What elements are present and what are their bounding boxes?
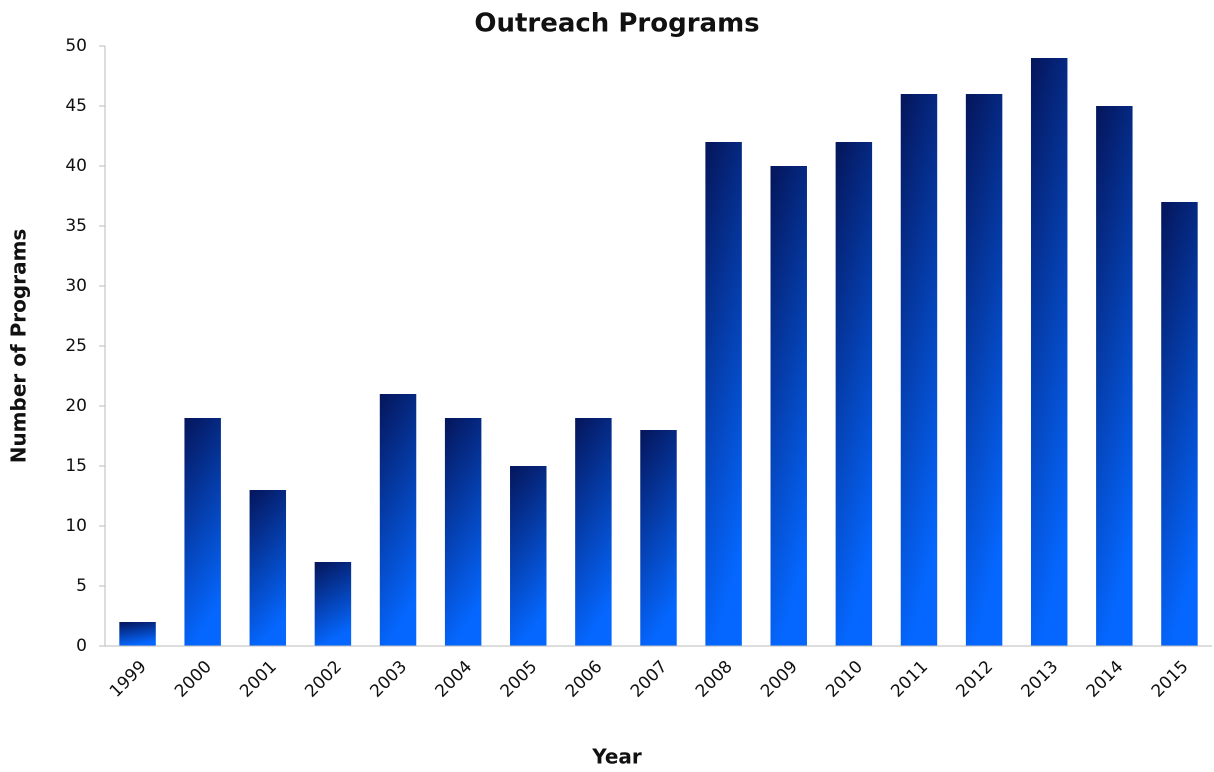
chart-title: Outreach Programs — [474, 9, 759, 39]
x-tick-label: 2011 — [887, 657, 932, 702]
x-tick-label: 2015 — [1148, 657, 1193, 702]
bar — [770, 166, 807, 646]
bar — [965, 94, 1003, 646]
bar — [119, 622, 156, 646]
bar — [379, 394, 417, 646]
x-tick-label: 2006 — [562, 657, 607, 702]
bar — [1161, 202, 1198, 646]
x-tick-label: 2001 — [236, 657, 281, 702]
bar — [510, 466, 547, 646]
bar — [835, 142, 873, 646]
y-tick-label: 15 — [65, 456, 87, 476]
x-tick-label: 1999 — [106, 657, 151, 702]
y-tick-label: 0 — [76, 636, 87, 656]
y-tick-label: 35 — [65, 216, 87, 236]
y-tick-label: 5 — [76, 576, 87, 596]
x-tick-label: 2009 — [757, 657, 802, 702]
bar — [640, 430, 677, 646]
x-tick-label: 2013 — [1018, 657, 1063, 702]
y-tick-label: 30 — [65, 276, 87, 296]
y-tick-label: 25 — [65, 336, 87, 356]
y-tick-label: 10 — [65, 516, 87, 536]
y-tick-label: 50 — [65, 36, 87, 56]
x-tick-label: 2014 — [1083, 657, 1128, 702]
bar — [900, 94, 938, 646]
bar — [444, 418, 482, 646]
x-axis-title: Year — [591, 745, 642, 769]
x-tick-label: 2005 — [497, 657, 542, 702]
bar — [705, 142, 742, 646]
x-tick-label: 2007 — [627, 657, 672, 702]
bar — [184, 418, 221, 646]
x-tick-label: 2000 — [171, 657, 216, 702]
x-tick-label: 2012 — [952, 657, 997, 702]
bar — [314, 562, 352, 646]
x-tick-label: 2004 — [431, 657, 476, 702]
y-tick-label: 20 — [65, 396, 87, 416]
bar — [249, 490, 287, 646]
x-tick-label: 2003 — [366, 657, 411, 702]
bar — [1030, 58, 1068, 646]
x-tick-label: 2002 — [301, 657, 346, 702]
bar — [575, 418, 612, 646]
y-tick-label: 40 — [65, 156, 87, 176]
x-tick-label: 2010 — [822, 657, 867, 702]
y-axis-title: Number of Programs — [7, 229, 31, 464]
bar — [1096, 106, 1133, 646]
y-tick-label: 45 — [65, 96, 87, 116]
x-tick-label: 2008 — [692, 657, 737, 702]
